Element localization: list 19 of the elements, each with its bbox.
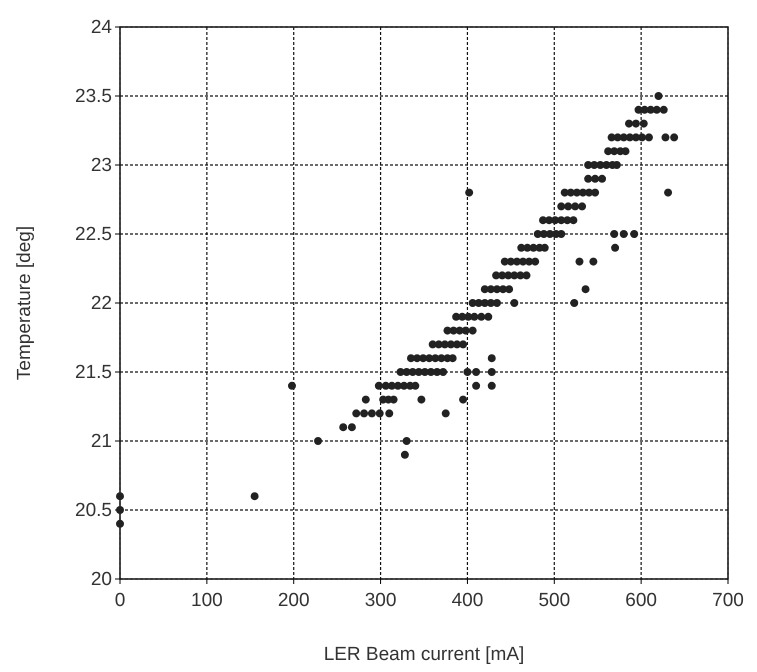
x-tick-label: 600 [625, 590, 657, 611]
y-tick-label: 22.5 [75, 224, 112, 246]
y-axis-title: Temperature [deg] [14, 226, 35, 380]
y-tick-label: 20.5 [75, 500, 112, 522]
x-tick-label: 500 [538, 590, 570, 611]
y-tick-label: 21.5 [75, 362, 112, 384]
x-tick-label: 200 [278, 590, 310, 611]
y-tick-label: 22 [90, 293, 112, 314]
x-tick-label: 100 [191, 590, 223, 611]
x-tick-label: 0 [114, 590, 126, 611]
y-tick-label: 21 [90, 431, 112, 452]
x-tick-label: 400 [452, 590, 484, 611]
x-tick-label: 300 [364, 590, 396, 611]
x-tick-label: 700 [712, 590, 744, 611]
y-tick-label: 24 [90, 17, 112, 38]
y-tick-label: 23 [90, 155, 112, 176]
y-tick-label: 23.5 [75, 86, 112, 108]
y-tick-label: 20 [90, 569, 112, 590]
x-axis-title: LER Beam current [mA] [324, 644, 524, 665]
